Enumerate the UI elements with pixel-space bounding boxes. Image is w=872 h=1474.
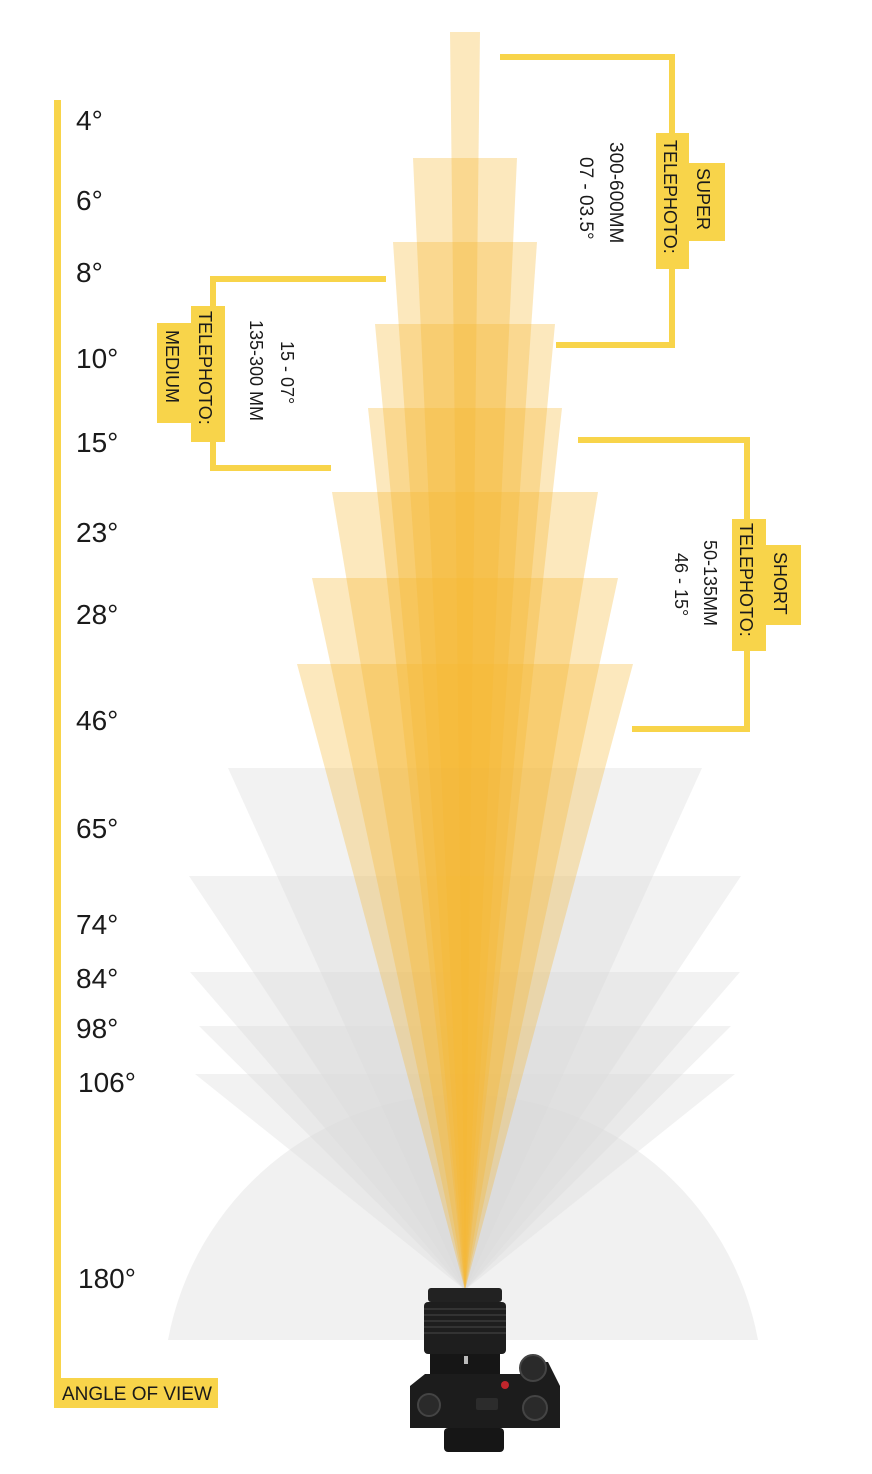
angle-label-23: 23° [76,517,118,548]
fan-4 [450,32,480,1290]
super-angle: 07 - 03.5° [575,157,596,240]
short-telephoto-callout: TELEPHOTO: SHORT 50-135MM 46 - 15° [578,437,801,732]
fan-23 [332,492,598,1290]
fan-6 [413,158,517,1290]
angle-label-98: 98° [76,1013,118,1044]
axis-label: ANGLE OF VIEW [62,1384,212,1405]
angle-label-4: 4° [76,105,103,136]
medium-title-line1: MEDIUM [162,330,182,403]
short-title-line1: SHORT [770,552,790,615]
fan-10 [375,324,555,1290]
angle-label-180: 180° [78,1263,136,1294]
angle-label-84: 84° [76,963,118,994]
angle-label-28: 28° [76,599,118,630]
angle-label-6: 6° [76,185,103,216]
medium-focal: 135-300 MM [246,320,266,421]
angle-labels: 4° 6° 8° 10° 15° 23° 28° 46° 65° 74° 84° 98° 106° 180… [76,105,136,1294]
super-focal: 300-600MM [605,142,626,243]
fan-74 [189,876,741,1290]
fan-106 [195,1074,735,1290]
super-title-line1: SUPER [693,168,713,230]
fan-8 [393,242,537,1290]
angle-label-15: 15° [76,427,118,458]
fan-98 [199,1026,731,1290]
angle-label-8: 8° [76,257,103,288]
angle-label-106: 106° [78,1067,136,1098]
short-focal: 50-135MM [700,540,720,626]
super-telephoto-callout: TELEPHOTO: SUPER 300-600MM 07 - 03.5° [500,54,725,348]
telephoto-fans [297,32,633,1290]
mirrorless-camera-icon [410,1288,560,1452]
angle-label-74: 74° [76,909,118,940]
angle-axis-line [54,100,61,1400]
fan-84 [190,972,740,1290]
angle-label-10: 10° [76,343,118,374]
fan-28 [312,578,618,1290]
medium-angle: 15 - 07° [277,341,297,404]
wide-fans [189,768,741,1290]
super-title-line2: TELEPHOTO: [660,140,680,254]
short-title-line2: TELEPHOTO: [736,523,756,637]
medium-title-line2: TELEPHOTO: [195,311,215,425]
short-angle: 46 - 15° [671,553,691,616]
angle-label-65: 65° [76,813,118,844]
angle-label-46: 46° [76,705,118,736]
fan-65 [228,768,702,1290]
medium-telephoto-callout: MEDIUM TELEPHOTO: 135-300 MM 15 - 07° [157,276,386,471]
axis-label-box [54,1378,218,1408]
fan-180 [168,1094,758,1340]
fan-15 [368,408,562,1290]
fan-46 [297,664,633,1290]
